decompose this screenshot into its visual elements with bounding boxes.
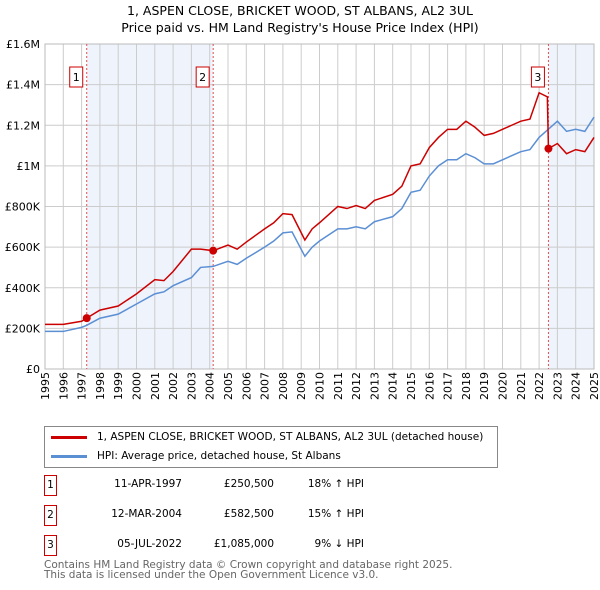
x-tick-label: 2021 [515, 372, 528, 400]
x-tick-label: 2016 [423, 372, 436, 400]
x-tick-label: 2022 [533, 372, 546, 400]
x-tick-label: 2002 [167, 372, 180, 400]
sale-date: 12-MAR-2004 [111, 508, 182, 520]
sale-row: 1 11-APR-1997 £250,500 18% ↑ HPI [44, 475, 444, 496]
property-line [45, 91, 595, 326]
y-tick-label: £1.2M [6, 119, 40, 132]
x-tick-label: 2024 [570, 372, 583, 400]
legend-label-property: 1, ASPEN CLOSE, BRICKET WOOD, ST ALBANS,… [97, 431, 484, 443]
legend-swatch-hpi [51, 454, 87, 458]
x-tick-label: 1996 [57, 372, 70, 400]
y-tick-label: £200K [5, 322, 41, 335]
x-tick-label: 2023 [551, 372, 564, 400]
sale-row: 2 12-MAR-2004 £582,500 15% ↑ HPI [44, 505, 444, 526]
sale-point [209, 246, 218, 255]
legend-item-hpi: HPI: Average price, detached house, St A… [45, 447, 497, 465]
sale-price: £582,500 [223, 508, 274, 520]
footer-line1: Contains HM Land Registry data © Crown c… [44, 559, 453, 571]
sale-point [544, 144, 553, 153]
footer: Contains HM Land Registry data © Crown c… [44, 559, 453, 581]
price-chart: 1995 1996 1997 1998 1999 2000 2001 2002 2003 2004… [5, 38, 600, 400]
x-tick-label: 2017 [442, 372, 455, 400]
title-line1: 1, ASPEN CLOSE, BRICKET WOOD, ST ALBANS,… [127, 3, 473, 18]
x-tick-label: 2012 [350, 372, 363, 400]
sale-date: 11-APR-1997 [114, 478, 182, 490]
y-tick-label: £0 [26, 363, 40, 376]
x-tick-label: 2009 [295, 372, 308, 400]
x-tick-label: 2018 [460, 372, 473, 400]
y-tick-label: £400K [5, 282, 41, 295]
x-tick-label: 2007 [259, 372, 272, 400]
sale-marker-box: 2 [44, 505, 57, 526]
sale-price: £250,500 [223, 478, 274, 490]
x-tick-label: 1997 [76, 372, 89, 400]
x-tick-label: 2015 [405, 372, 418, 400]
y-tick-label: £800K [5, 201, 41, 214]
chart-title: 1, ASPEN CLOSE, BRICKET WOOD, ST ALBANS,… [0, 2, 600, 36]
sale-marker-box: 3 [44, 535, 57, 556]
legend: 1, ASPEN CLOSE, BRICKET WOOD, ST ALBANS,… [44, 426, 498, 468]
x-tick-label: 1999 [112, 372, 125, 400]
sale-label: 2 [199, 71, 206, 84]
x-tick-label: 2010 [314, 372, 327, 400]
sale-label: 3 [534, 71, 541, 84]
sale-price: £1,085,000 [213, 538, 274, 550]
sale-point [82, 314, 91, 323]
sale-hpi-diff: 9% ↓ HPI [314, 538, 364, 550]
x-tick-label: 2005 [222, 372, 235, 400]
sale-hpi-diff: 18% ↑ HPI [307, 478, 364, 490]
x-tick-label: 2025 [588, 372, 600, 400]
sale-date: 05-JUL-2022 [117, 538, 182, 550]
y-tick-label: £1.6M [6, 38, 40, 51]
sale-label-box [195, 66, 210, 88]
x-tick-label: 2006 [240, 372, 253, 400]
y-tick-label: £1.4M [6, 79, 40, 92]
x-tick-label: 2011 [332, 372, 345, 400]
x-tick-label: 1995 [39, 372, 52, 400]
x-tick-label: 1998 [94, 372, 107, 400]
x-tick-label: 2013 [368, 372, 381, 400]
footer-line2: This data is licensed under the Open Gov… [44, 569, 379, 581]
legend-swatch-property [51, 435, 87, 439]
sale-label-box [69, 66, 84, 88]
sale-hpi-diff: 15% ↑ HPI [307, 508, 364, 520]
legend-label-hpi: HPI: Average price, detached house, St A… [97, 450, 341, 462]
x-tick-label: 2008 [277, 372, 290, 400]
sale-row: 3 05-JUL-2022 £1,085,000 9% ↓ HPI [44, 535, 444, 556]
legend-item-property: 1, ASPEN CLOSE, BRICKET WOOD, ST ALBANS,… [45, 428, 497, 446]
x-tick-label: 2019 [478, 372, 491, 400]
x-tick-label: 2004 [204, 372, 217, 400]
plot-frame [44, 43, 595, 370]
y-tick-label: £1M [17, 160, 41, 173]
x-tick-label: 2001 [149, 372, 162, 400]
x-tick-label: 2000 [131, 372, 144, 400]
y-tick-label: £600K [5, 241, 41, 254]
x-tick-label: 2003 [185, 372, 198, 400]
x-tick-label: 2014 [387, 372, 400, 400]
hpi-line [45, 116, 595, 333]
sale-label: 1 [73, 71, 80, 84]
x-tick-label: 2020 [497, 372, 510, 400]
sale-marker-box: 1 [44, 475, 57, 496]
sale-label-box [530, 66, 545, 88]
title-line2: Price paid vs. HM Land Registry's House … [121, 20, 479, 35]
